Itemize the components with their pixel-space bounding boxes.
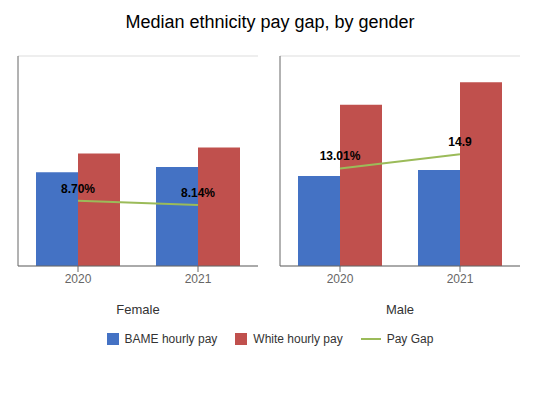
html-text:Median ethnicity pay gap, by g: Median ethnicity pay gap, by gender	[125, 12, 415, 32]
html-text:BAME hourly pay: BAME hourly pay	[124, 332, 218, 346]
svg-text:13.01%: 13.01%	[320, 149, 361, 163]
svg-text:Male: Male	[386, 302, 414, 317]
svg-text:8.70%: 8.70%	[61, 182, 95, 196]
svg-text:14.9: 14.9	[448, 135, 472, 149]
svg-text:2020: 2020	[65, 272, 92, 286]
svg-text:2021: 2021	[185, 272, 212, 286]
svg-text:2021: 2021	[447, 272, 474, 286]
svg-text:Female: Female	[116, 302, 159, 317]
html-text:White hourly pay: White hourly pay	[253, 332, 343, 346]
svg-text:2020: 2020	[327, 272, 354, 286]
svg-text:8.14%: 8.14%	[181, 186, 215, 200]
html-text:Pay Gap: Pay Gap	[386, 332, 434, 346]
